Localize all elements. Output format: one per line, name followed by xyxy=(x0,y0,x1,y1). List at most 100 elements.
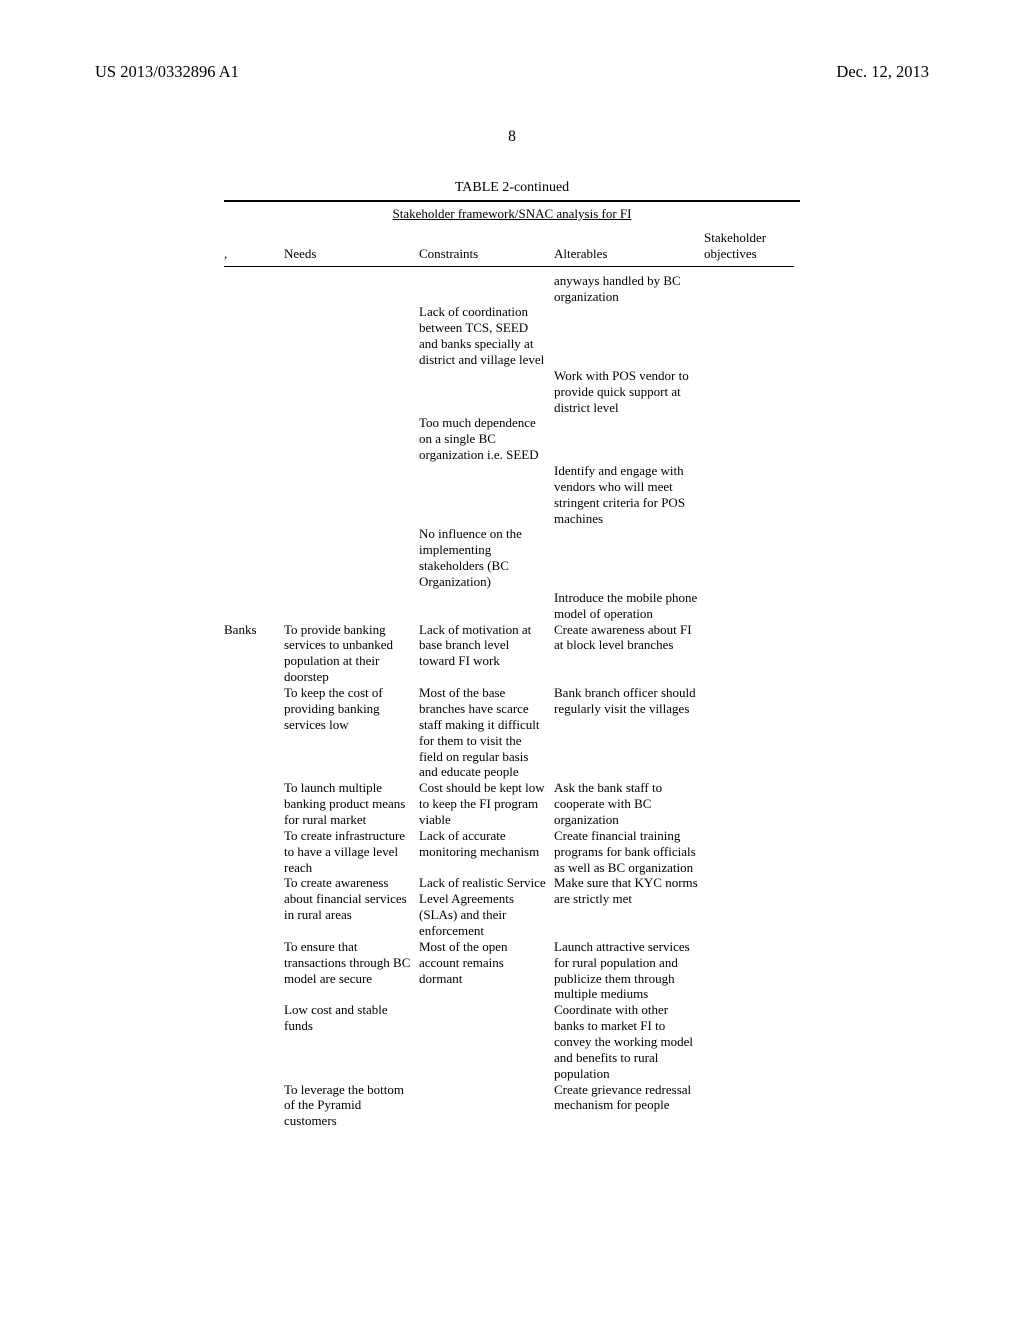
cell-constraints: Lack of accurate monitoring mechanism xyxy=(419,828,554,876)
cell-needs: To leverage the bottom of the Pyramid cu… xyxy=(284,1082,419,1130)
cell-constraints: Lack of coordination between TCS, SEED a… xyxy=(419,304,554,367)
cell-objectives xyxy=(704,1002,800,1081)
cell-needs xyxy=(284,590,419,622)
table-row: anyways handled by BC organization xyxy=(224,273,800,305)
table-row: No influence on the implementing stakeho… xyxy=(224,526,800,589)
cell-needs xyxy=(284,273,419,305)
cell-constraints: Lack of realistic Service Level Agreemen… xyxy=(419,875,554,938)
cell-needs: To create awareness about financial serv… xyxy=(284,875,419,938)
table-row: To keep the cost of providing banking se… xyxy=(224,685,800,780)
col-header-needs: Needs xyxy=(284,228,419,266)
col-header-alterables: Alterables xyxy=(554,228,704,266)
cell-needs: To ensure that transactions through BC m… xyxy=(284,939,419,1002)
cell-stakeholder xyxy=(224,463,284,526)
table-subtitle: Stakeholder framework/SNAC analysis for … xyxy=(224,206,800,222)
cell-stakeholder xyxy=(224,1082,284,1130)
patent-date: Dec. 12, 2013 xyxy=(836,62,929,82)
cell-stakeholder xyxy=(224,590,284,622)
cell-constraints xyxy=(419,273,554,305)
cell-constraints: Lack of motivation at base branch level … xyxy=(419,622,554,685)
page-number: 8 xyxy=(95,128,929,146)
cell-stakeholder xyxy=(224,939,284,1002)
cell-constraints xyxy=(419,463,554,526)
table-row: To ensure that transactions through BC m… xyxy=(224,939,800,1002)
cell-needs: To provide banking services to unbanked … xyxy=(284,622,419,685)
table-container: TABLE 2-continued Stakeholder framework/… xyxy=(224,180,800,1129)
cell-alterables xyxy=(554,526,704,589)
table-rule-top xyxy=(224,200,800,202)
cell-objectives xyxy=(704,415,800,463)
cell-alterables: Work with POS vendor to provide quick su… xyxy=(554,368,704,416)
cell-objectives xyxy=(704,590,800,622)
cell-constraints: Most of the base branches have scarce st… xyxy=(419,685,554,780)
table-row: Introduce the mobile phone model of oper… xyxy=(224,590,800,622)
cell-stakeholder xyxy=(224,875,284,938)
cell-constraints xyxy=(419,1002,554,1081)
cell-needs: Low cost and stable funds xyxy=(284,1002,419,1081)
cell-alterables xyxy=(554,304,704,367)
cell-alterables: Create awareness about FI at block level… xyxy=(554,622,704,685)
cell-alterables: Coordinate with other banks to market FI… xyxy=(554,1002,704,1081)
cell-alterables: Introduce the mobile phone model of oper… xyxy=(554,590,704,622)
cell-constraints: Too much dependence on a single BC organ… xyxy=(419,415,554,463)
table-header-row: , Needs Constraints Alterables Stakehold… xyxy=(224,228,800,266)
cell-stakeholder xyxy=(224,685,284,780)
cell-stakeholder: Banks xyxy=(224,622,284,685)
col-header-constraints: Constraints xyxy=(419,228,554,266)
table-row: Identify and engage with vendors who wil… xyxy=(224,463,800,526)
cell-stakeholder xyxy=(224,368,284,416)
cell-objectives xyxy=(704,828,800,876)
cell-objectives xyxy=(704,622,800,685)
cell-objectives xyxy=(704,780,800,828)
table-row: To leverage the bottom of the Pyramid cu… xyxy=(224,1082,800,1130)
cell-constraints xyxy=(419,590,554,622)
cell-objectives xyxy=(704,939,800,1002)
snac-table: , Needs Constraints Alterables Stakehold… xyxy=(224,228,800,1129)
cell-alterables: Launch attractive services for rural pop… xyxy=(554,939,704,1002)
cell-constraints: No influence on the implementing stakeho… xyxy=(419,526,554,589)
cell-stakeholder xyxy=(224,304,284,367)
cell-needs xyxy=(284,368,419,416)
cell-needs: To create infrastructure to have a villa… xyxy=(284,828,419,876)
cell-stakeholder xyxy=(224,828,284,876)
col-header-objectives: Stakeholder objectives xyxy=(704,228,800,266)
cell-needs xyxy=(284,415,419,463)
cell-needs: To keep the cost of providing banking se… xyxy=(284,685,419,780)
patent-number: US 2013/0332896 A1 xyxy=(95,62,239,82)
cell-objectives xyxy=(704,463,800,526)
cell-alterables: Create grievance redressal mechanism for… xyxy=(554,1082,704,1130)
table-row: To launch multiple banking product means… xyxy=(224,780,800,828)
cell-needs xyxy=(284,463,419,526)
table-row: To create infrastructure to have a villa… xyxy=(224,828,800,876)
cell-alterables: Identify and engage with vendors who wil… xyxy=(554,463,704,526)
col-header-stakeholder: , xyxy=(224,228,284,266)
cell-needs xyxy=(284,304,419,367)
table-row: To create awareness about financial serv… xyxy=(224,875,800,938)
cell-objectives xyxy=(704,875,800,938)
cell-objectives xyxy=(704,1082,800,1130)
cell-constraints: Most of the open account remains dormant xyxy=(419,939,554,1002)
cell-objectives xyxy=(704,368,800,416)
cell-stakeholder xyxy=(224,526,284,589)
table-row: Lack of coordination between TCS, SEED a… xyxy=(224,304,800,367)
cell-constraints: Cost should be kept low to keep the FI p… xyxy=(419,780,554,828)
cell-stakeholder xyxy=(224,415,284,463)
cell-alterables: Bank branch officer should regularly vis… xyxy=(554,685,704,780)
cell-objectives xyxy=(704,304,800,367)
table-row: Work with POS vendor to provide quick su… xyxy=(224,368,800,416)
cell-needs: To launch multiple banking product means… xyxy=(284,780,419,828)
cell-alterables xyxy=(554,415,704,463)
cell-stakeholder xyxy=(224,1002,284,1081)
table-row: Too much dependence on a single BC organ… xyxy=(224,415,800,463)
cell-alterables: Ask the bank staff to cooperate with BC … xyxy=(554,780,704,828)
cell-stakeholder xyxy=(224,780,284,828)
cell-alterables: Make sure that KYC norms are strictly me… xyxy=(554,875,704,938)
cell-alterables: anyways handled by BC organization xyxy=(554,273,704,305)
cell-constraints xyxy=(419,1082,554,1130)
cell-objectives xyxy=(704,526,800,589)
cell-needs xyxy=(284,526,419,589)
cell-objectives xyxy=(704,273,800,305)
table-row: BanksTo provide banking services to unba… xyxy=(224,622,800,685)
table-title: TABLE 2-continued xyxy=(224,180,800,196)
cell-stakeholder xyxy=(224,273,284,305)
